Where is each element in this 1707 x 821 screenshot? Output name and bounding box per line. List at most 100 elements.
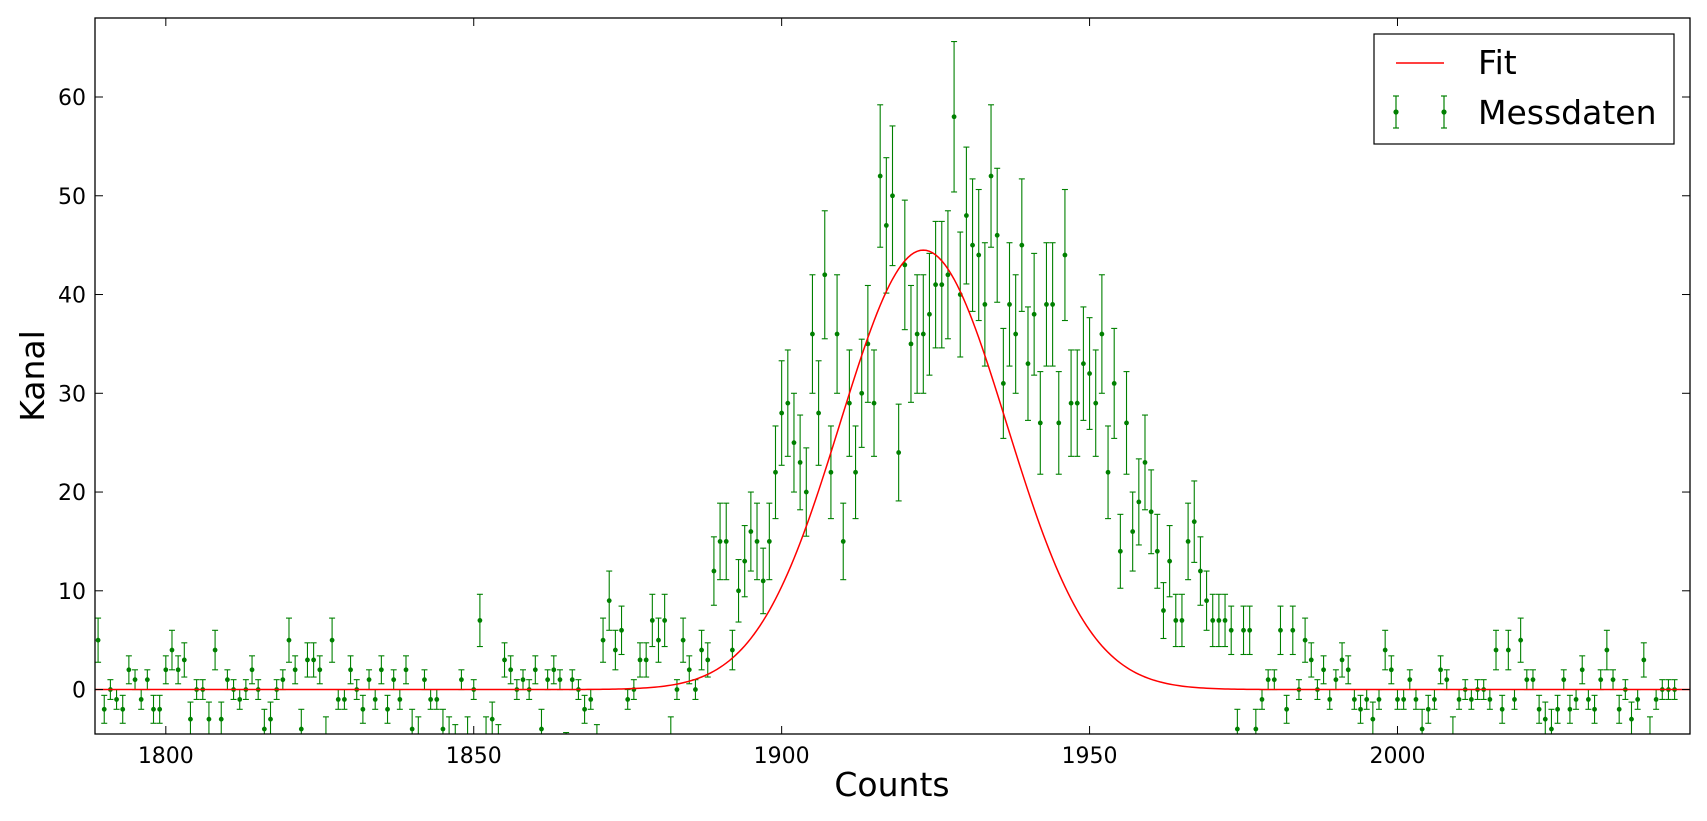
data-marker xyxy=(1401,697,1407,702)
data-marker xyxy=(1444,677,1450,683)
data-point xyxy=(1178,593,1185,648)
y-tick-label: 60 xyxy=(58,86,86,111)
data-marker xyxy=(982,302,988,307)
data-point xyxy=(150,694,157,724)
data-point xyxy=(938,220,945,349)
data-point xyxy=(864,284,871,403)
x-axis-title: Counts xyxy=(834,765,949,804)
axis-layer: 1800 1850 1900 1950 2000 0 10 20 30 40 50 60 xyxy=(58,18,1690,769)
data-marker xyxy=(1074,400,1080,406)
data-marker xyxy=(1376,697,1382,702)
data-point xyxy=(550,655,557,685)
data-point xyxy=(532,655,539,685)
data-marker xyxy=(643,657,649,663)
data-point xyxy=(593,724,600,734)
data-marker xyxy=(502,657,507,663)
data-marker xyxy=(963,213,969,218)
data-marker xyxy=(1407,677,1413,683)
data-marker xyxy=(1216,618,1222,623)
data-point xyxy=(1345,655,1352,685)
data-marker xyxy=(1037,420,1043,426)
data-marker xyxy=(261,726,267,732)
data-marker xyxy=(1505,647,1511,653)
data-point xyxy=(815,360,822,466)
data-marker xyxy=(557,677,563,683)
data-marker xyxy=(360,706,366,712)
data-marker xyxy=(329,637,335,643)
data-layer xyxy=(95,40,1678,734)
data-point xyxy=(310,642,317,678)
data-point xyxy=(637,642,644,678)
data-marker xyxy=(994,232,1000,238)
data-point xyxy=(1105,425,1112,520)
data-point xyxy=(963,146,970,285)
data-point xyxy=(1006,242,1013,367)
data-marker xyxy=(268,716,273,722)
data-point xyxy=(1339,642,1346,678)
data-point xyxy=(1320,655,1327,685)
data-marker xyxy=(927,311,932,317)
data-point xyxy=(704,642,711,678)
data-marker xyxy=(871,400,877,406)
data-marker xyxy=(1062,252,1068,258)
data-point xyxy=(304,642,311,678)
data-marker xyxy=(1425,706,1431,712)
data-point xyxy=(988,104,995,248)
data-marker xyxy=(1259,697,1265,702)
data-point xyxy=(187,701,194,734)
data-marker xyxy=(619,627,624,633)
data-marker xyxy=(1610,677,1616,683)
data-point xyxy=(1536,694,1543,724)
data-marker xyxy=(1641,657,1647,663)
data-point xyxy=(1517,617,1524,663)
data-point xyxy=(101,694,108,724)
data-point xyxy=(692,679,699,700)
data-point xyxy=(612,629,619,671)
data-point xyxy=(285,617,292,663)
data-marker xyxy=(1339,657,1345,663)
data-point xyxy=(341,689,348,710)
data-marker xyxy=(1487,697,1493,702)
data-marker xyxy=(532,667,538,673)
data-marker xyxy=(459,677,464,683)
data-marker xyxy=(1105,469,1111,475)
data-point xyxy=(205,701,212,734)
data-marker xyxy=(914,331,920,337)
data-marker xyxy=(126,667,132,673)
data-marker xyxy=(434,697,440,702)
data-point xyxy=(1493,629,1500,671)
data-point xyxy=(747,491,754,572)
data-marker xyxy=(883,222,889,228)
y-tick-label: 30 xyxy=(58,382,86,407)
data-marker xyxy=(853,469,858,475)
data-point xyxy=(1074,349,1081,457)
data-point xyxy=(1289,605,1296,656)
data-marker xyxy=(366,677,372,683)
data-marker xyxy=(1068,400,1074,406)
data-marker xyxy=(1142,460,1148,465)
data-marker xyxy=(606,598,612,604)
data-marker xyxy=(477,618,483,623)
data-marker xyxy=(693,687,698,692)
data-marker xyxy=(95,637,101,643)
data-marker xyxy=(976,252,982,258)
data-point xyxy=(119,694,126,724)
data-marker xyxy=(1185,539,1191,544)
data-marker xyxy=(1493,647,1499,653)
data-marker xyxy=(828,469,834,475)
legend-data-swatch xyxy=(1393,95,1447,129)
data-point xyxy=(452,724,459,734)
data-marker xyxy=(539,726,544,732)
data-marker xyxy=(711,568,717,574)
data-marker xyxy=(1653,697,1659,702)
data-point xyxy=(895,403,902,502)
data-marker xyxy=(779,410,785,416)
data-marker xyxy=(188,716,193,722)
data-point xyxy=(298,708,305,734)
data-marker xyxy=(1308,657,1314,663)
data-marker xyxy=(372,697,378,702)
y-tick-label: 10 xyxy=(58,580,86,605)
data-marker xyxy=(1573,697,1579,702)
data-point xyxy=(1061,188,1068,322)
